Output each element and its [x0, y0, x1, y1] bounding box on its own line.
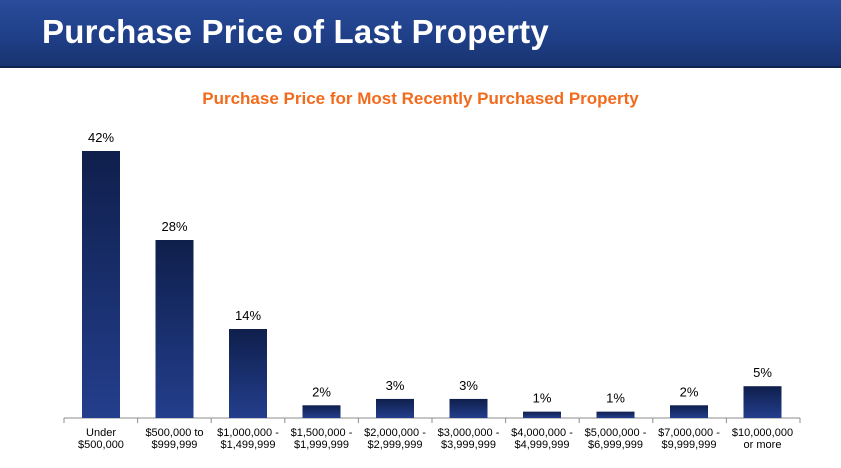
bar	[596, 411, 635, 418]
category-label: $4,999,999	[514, 439, 569, 451]
chart-title: Purchase Price for Most Recently Purchas…	[202, 89, 639, 108]
bar	[82, 151, 120, 418]
category-label: $1,000,000 -	[217, 427, 279, 439]
category-label: $3,999,999	[441, 439, 496, 451]
category-label: $1,500,000 -	[291, 427, 353, 439]
category-label: $1,999,999	[294, 439, 349, 451]
data-label: 3%	[459, 378, 478, 393]
bar	[449, 398, 488, 418]
category-label: $2,000,000 -	[364, 427, 426, 439]
data-label: 1%	[606, 391, 625, 406]
data-label: 42%	[88, 130, 114, 145]
data-label: 2%	[312, 384, 331, 399]
category-label: $7,000,000 -	[658, 427, 720, 439]
category-label: $1,499,999	[220, 439, 275, 451]
bar	[670, 405, 708, 418]
data-label: 5%	[753, 365, 772, 380]
category-label: $5,000,000 -	[585, 427, 647, 439]
bar	[523, 411, 561, 418]
category-label: $6,999,999	[588, 439, 643, 451]
category-label: $999,999	[152, 439, 198, 451]
data-label: 1%	[533, 391, 552, 406]
category-label: $10,000,000	[732, 427, 793, 439]
category-label: $500,000	[78, 439, 124, 451]
header-banner: Purchase Price of Last Property	[0, 0, 841, 68]
category-label: $4,000,000 -	[511, 427, 573, 439]
bar	[302, 405, 341, 418]
bar	[229, 329, 267, 418]
data-label: 2%	[680, 384, 699, 399]
data-label: 28%	[161, 219, 187, 234]
bar	[376, 398, 414, 418]
category-label: $3,000,000 -	[438, 427, 500, 439]
page-title: Purchase Price of Last Property	[42, 13, 549, 50]
data-label: 14%	[235, 308, 261, 323]
data-label: 3%	[386, 378, 405, 393]
category-label: or more	[744, 439, 782, 451]
bar	[743, 386, 782, 418]
category-label: $9,999,999	[661, 439, 716, 451]
category-label: Under	[86, 427, 116, 439]
category-label: $500,000 to	[145, 427, 203, 439]
bar	[155, 240, 194, 418]
category-label: $2,999,999	[367, 439, 422, 451]
